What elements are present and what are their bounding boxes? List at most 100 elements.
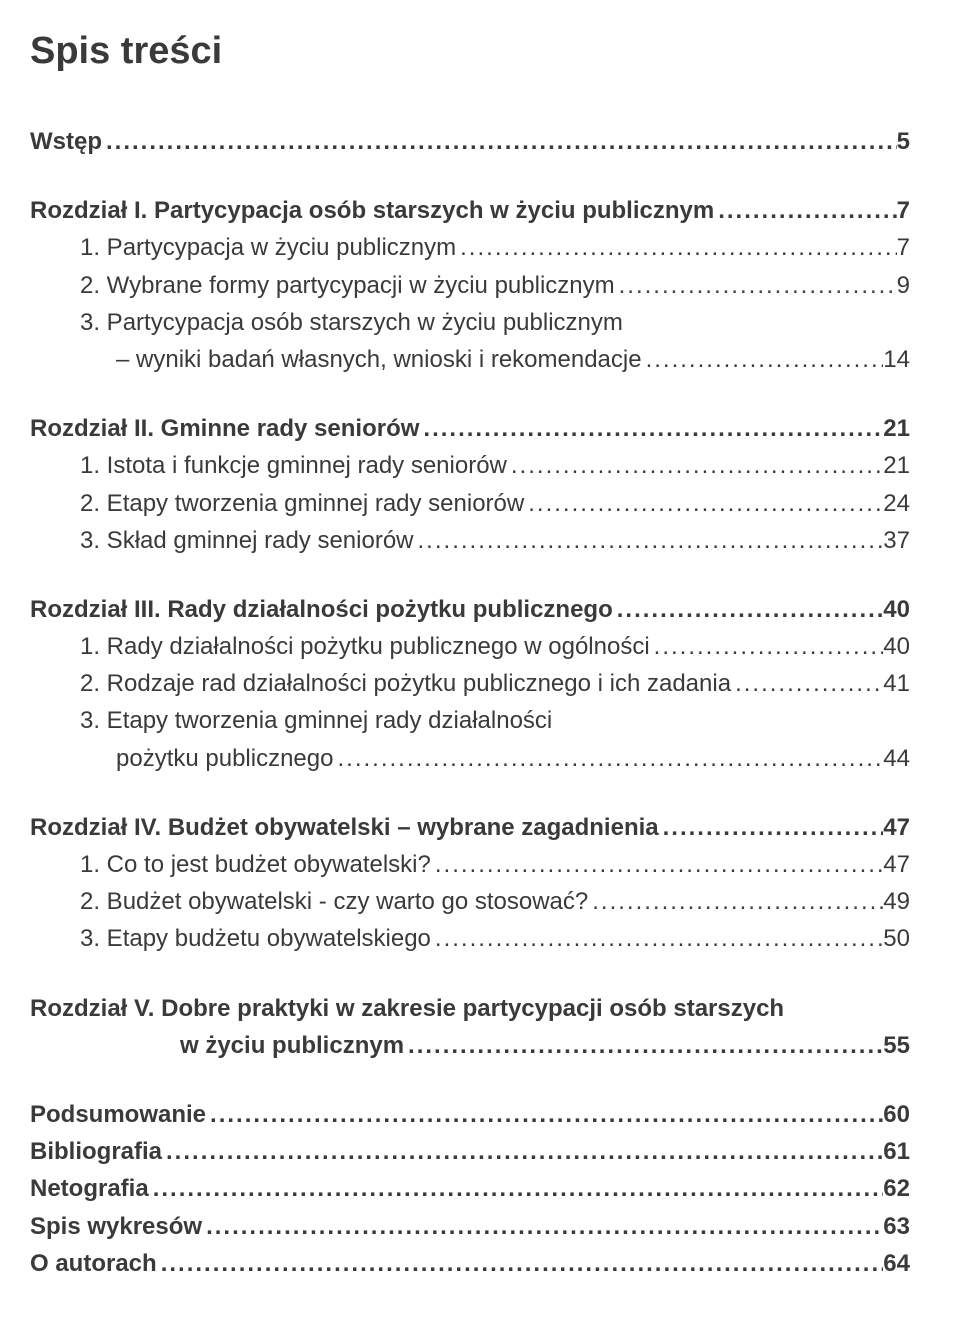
toc-leader: ........................................…	[202, 1208, 883, 1245]
toc-label: 3. Skład gminnej rady seniorów	[30, 522, 414, 559]
toc-page-number: 14	[883, 341, 910, 378]
toc-leader: ........................................…	[731, 665, 883, 702]
toc-group: Rozdział II. Gminne rady seniorów.......…	[30, 410, 910, 559]
toc-leader: ........................................…	[102, 123, 897, 160]
toc-row: pożytku publicznego.....................…	[30, 740, 910, 777]
toc-label: 2. Etapy tworzenia gminnej rady seniorów	[30, 485, 524, 522]
toc-group: Rozdział IV. Budżet obywatelski – wybran…	[30, 809, 910, 958]
toc-row: Netografia..............................…	[30, 1170, 910, 1207]
toc-row: Rozdział II. Gminne rady seniorów.......…	[30, 410, 910, 447]
toc-page-number: 21	[883, 447, 910, 484]
toc-row: 2. Wybrane formy partycypacji w życiu pu…	[30, 267, 910, 304]
toc-row: 1. Rady działalności pożytku publicznego…	[30, 628, 910, 665]
toc-label: 2. Rodzaje rad działalności pożytku publ…	[30, 665, 731, 702]
toc-leader: ........................................…	[642, 341, 884, 378]
toc-leader: ........................................…	[650, 628, 884, 665]
toc-row: 3. Etapy budżetu obywatelskiego.........…	[30, 920, 910, 957]
toc-label: Rozdział IV. Budżet obywatelski – wybran…	[30, 809, 659, 846]
toc-leader: ........................................…	[206, 1096, 883, 1133]
toc-page-number: 37	[883, 522, 910, 559]
toc-label: 1. Rady działalności pożytku publicznego…	[30, 628, 650, 665]
toc-label: 1. Istota i funkcje gminnej rady senioró…	[30, 447, 507, 484]
toc-page-number: 40	[883, 591, 910, 628]
toc-leader: ........................................…	[659, 809, 884, 846]
toc-leader: ........................................…	[333, 740, 883, 777]
toc-label: O autorach	[30, 1245, 157, 1282]
toc-page-number: 7	[897, 229, 910, 266]
toc-label: Podsumowanie	[30, 1096, 206, 1133]
toc-page-number: 50	[883, 920, 910, 957]
toc-page-number: 61	[883, 1133, 910, 1170]
toc-leader: ........................................…	[414, 522, 884, 559]
toc-page-number: 44	[883, 740, 910, 777]
toc-row: 2. Rodzaje rad działalności pożytku publ…	[30, 665, 910, 702]
toc-page-number: 47	[883, 809, 910, 846]
toc-leader: ........................................…	[507, 447, 883, 484]
toc-page-number: 24	[883, 485, 910, 522]
toc-page-number: 40	[883, 628, 910, 665]
toc-row: 3. Skład gminnej rady seniorów..........…	[30, 522, 910, 559]
toc-label: 1. Partycypacja w życiu publicznym	[30, 229, 456, 266]
toc-row: 1. Partycypacja w życiu publicznym......…	[30, 229, 910, 266]
toc-label: 2. Budżet obywatelski - czy warto go sto…	[30, 883, 588, 920]
toc-page-number: 63	[883, 1208, 910, 1245]
table-of-contents: Wstęp...................................…	[30, 123, 910, 1282]
toc-label: Wstęp	[30, 123, 102, 160]
toc-page-number: 7	[897, 192, 910, 229]
toc-row: 2. Budżet obywatelski - czy warto go sto…	[30, 883, 910, 920]
toc-row: 1. Istota i funkcje gminnej rady senioró…	[30, 447, 910, 484]
toc-row: 1. Co to jest budżet obywatelski?.......…	[30, 846, 910, 883]
toc-page-number: 62	[883, 1170, 910, 1207]
toc-row: w życiu publicznym......................…	[30, 1027, 910, 1064]
toc-group: Rozdział III. Rady działalności pożytku …	[30, 591, 910, 777]
toc-label: 3. Etapy tworzenia gminnej rady działaln…	[30, 702, 552, 739]
toc-leader: ........................................…	[714, 192, 896, 229]
toc-leader: ........................................…	[419, 410, 883, 447]
toc-leader: ........................................…	[162, 1133, 883, 1170]
toc-label: Bibliografia	[30, 1133, 162, 1170]
toc-label: – wyniki badań własnych, wnioski i rekom…	[30, 341, 642, 378]
toc-label: Rozdział I. Partycypacja osób starszych …	[30, 192, 714, 229]
toc-row: 2. Etapy tworzenia gminnej rady seniorów…	[30, 485, 910, 522]
toc-row: Rozdział III. Rady działalności pożytku …	[30, 591, 910, 628]
toc-label: Rozdział V. Dobre praktyki w zakresie pa…	[30, 990, 784, 1027]
toc-page-number: 47	[883, 846, 910, 883]
toc-label: 1. Co to jest budżet obywatelski?	[30, 846, 431, 883]
toc-group: Podsumowanie............................…	[30, 1096, 910, 1282]
toc-row: Podsumowanie............................…	[30, 1096, 910, 1133]
toc-leader: ........................................…	[615, 267, 897, 304]
toc-row: Rozdział IV. Budżet obywatelski – wybran…	[30, 809, 910, 846]
toc-row: Bibliografia............................…	[30, 1133, 910, 1170]
toc-group: Rozdział I. Partycypacja osób starszych …	[30, 192, 910, 378]
toc-label: w życiu publicznym	[30, 1027, 404, 1064]
toc-row: 3. Partycypacja osób starszych w życiu p…	[30, 304, 910, 341]
toc-leader: ........................................…	[613, 591, 884, 628]
toc-group: Wstęp...................................…	[30, 123, 910, 160]
toc-page-number: 55	[883, 1027, 910, 1064]
toc-label: 2. Wybrane formy partycypacji w życiu pu…	[30, 267, 615, 304]
toc-leader: ........................................…	[404, 1027, 883, 1064]
toc-row: – wyniki badań własnych, wnioski i rekom…	[30, 341, 910, 378]
toc-page-number: 49	[883, 883, 910, 920]
toc-label: pożytku publicznego	[30, 740, 333, 777]
toc-row: Rozdział I. Partycypacja osób starszych …	[30, 192, 910, 229]
toc-row: Spis wykresów...........................…	[30, 1208, 910, 1245]
toc-row: O autorach..............................…	[30, 1245, 910, 1282]
toc-leader: ........................................…	[588, 883, 883, 920]
page-title: Spis treści	[30, 30, 910, 73]
toc-row: Rozdział V. Dobre praktyki w zakresie pa…	[30, 990, 910, 1027]
toc-leader: ........................................…	[456, 229, 897, 266]
toc-leader: ........................................…	[149, 1170, 884, 1207]
toc-page-number: 64	[883, 1245, 910, 1282]
toc-row: Wstęp...................................…	[30, 123, 910, 160]
toc-leader: ........................................…	[431, 846, 883, 883]
toc-label: Netografia	[30, 1170, 149, 1207]
toc-page-number: 9	[897, 267, 910, 304]
page: Spis treści Wstęp.......................…	[0, 0, 960, 1332]
toc-row: 3. Etapy tworzenia gminnej rady działaln…	[30, 702, 910, 739]
toc-leader: ........................................…	[431, 920, 883, 957]
toc-label: 3. Partycypacja osób starszych w życiu p…	[30, 304, 623, 341]
toc-page-number: 21	[883, 410, 910, 447]
toc-page-number: 41	[883, 665, 910, 702]
toc-group: Rozdział V. Dobre praktyki w zakresie pa…	[30, 990, 910, 1064]
